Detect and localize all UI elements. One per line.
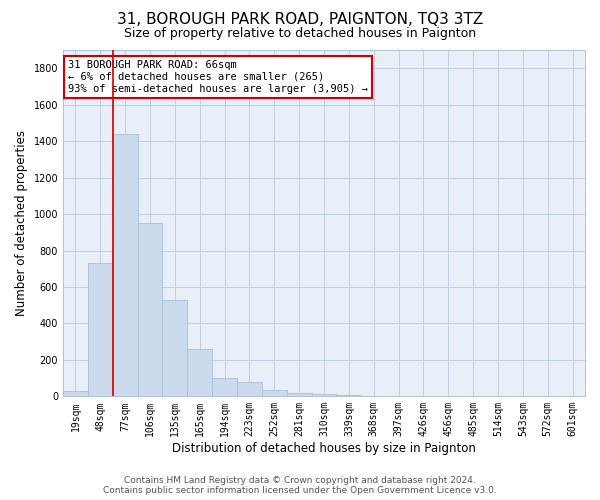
Bar xyxy=(287,392,311,396)
Bar xyxy=(311,394,337,396)
Bar xyxy=(163,300,187,396)
Bar xyxy=(63,391,88,396)
Bar xyxy=(113,134,137,396)
Text: Contains HM Land Registry data © Crown copyright and database right 2024.
Contai: Contains HM Land Registry data © Crown c… xyxy=(103,476,497,495)
Y-axis label: Number of detached properties: Number of detached properties xyxy=(15,130,28,316)
Bar xyxy=(187,349,212,397)
Text: 31 BOROUGH PARK ROAD: 66sqm
← 6% of detached houses are smaller (265)
93% of sem: 31 BOROUGH PARK ROAD: 66sqm ← 6% of deta… xyxy=(68,60,368,94)
Bar xyxy=(262,390,287,396)
Bar xyxy=(212,378,237,396)
Bar xyxy=(237,382,262,396)
X-axis label: Distribution of detached houses by size in Paignton: Distribution of detached houses by size … xyxy=(172,442,476,455)
Bar xyxy=(137,223,163,396)
Text: 31, BOROUGH PARK ROAD, PAIGNTON, TQ3 3TZ: 31, BOROUGH PARK ROAD, PAIGNTON, TQ3 3TZ xyxy=(117,12,483,28)
Text: Size of property relative to detached houses in Paignton: Size of property relative to detached ho… xyxy=(124,28,476,40)
Bar xyxy=(88,264,113,396)
